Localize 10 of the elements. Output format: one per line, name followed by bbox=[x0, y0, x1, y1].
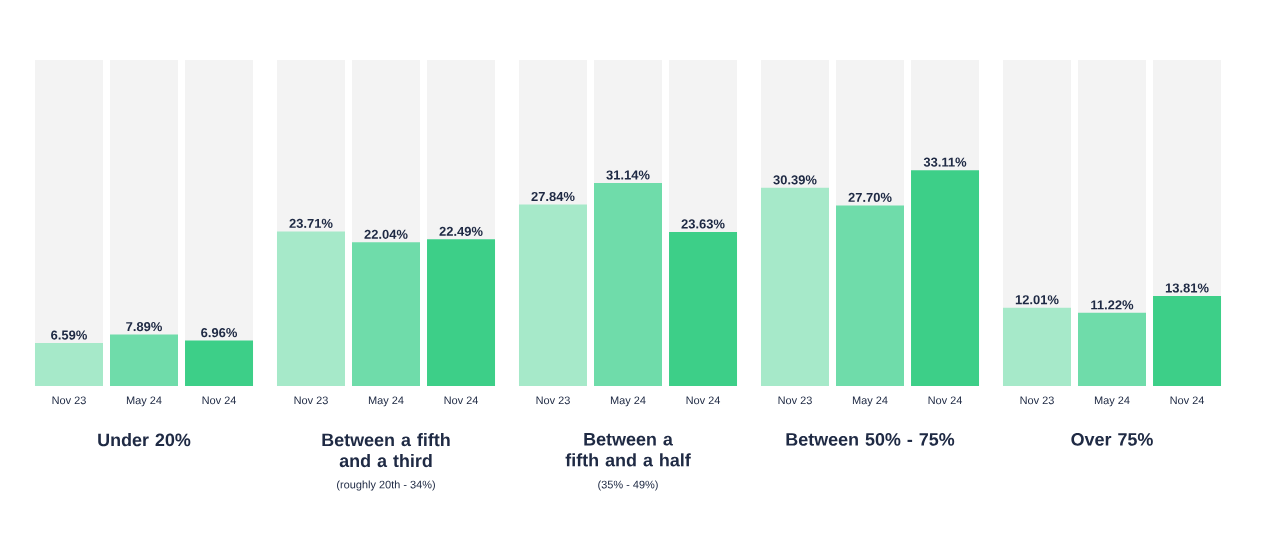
x-tick-label: Between a fifth and a half bbox=[565, 433, 691, 467]
bar bbox=[1078, 312, 1146, 386]
x-tick-label: Between 50% - 75% bbox=[786, 433, 955, 446]
bar bbox=[1002, 307, 1071, 386]
x-tick-label: Between a fifth and a third bbox=[322, 433, 450, 468]
x-tick-label: Under 20% bbox=[98, 433, 191, 447]
bar bbox=[185, 340, 254, 386]
bar bbox=[110, 334, 178, 386]
bar bbox=[34, 343, 103, 386]
x-tick-label: Over 75% bbox=[1071, 433, 1153, 446]
